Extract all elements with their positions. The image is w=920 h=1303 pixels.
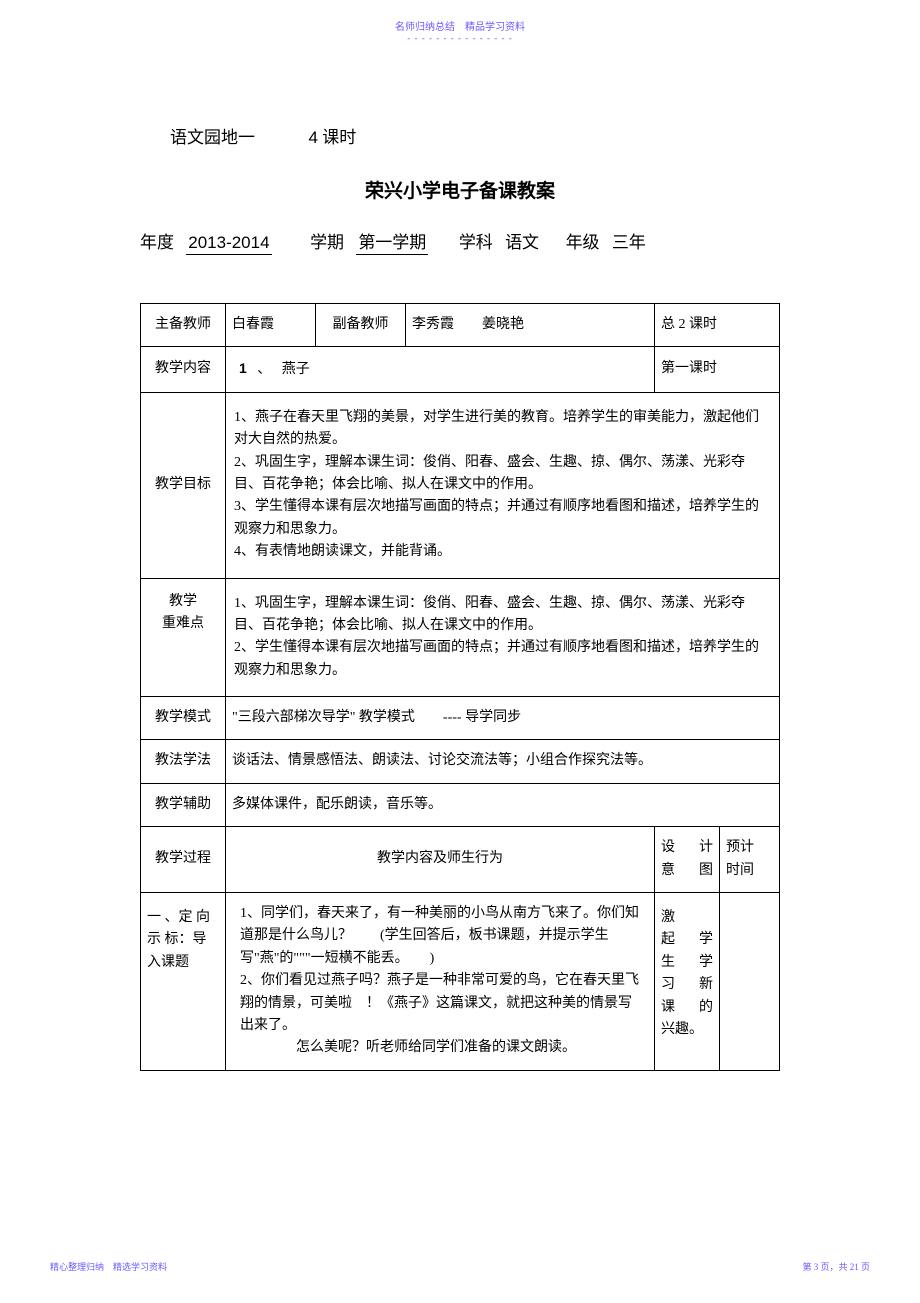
top-header: 名师归纳总结 精品学习资料 - - - - - - - - - - - - - …: [0, 0, 920, 43]
footer-right: 第 3 页，共 21 页: [802, 1260, 870, 1273]
cell-content-value: 1 、 燕子: [226, 347, 655, 392]
info-line: 年度 2013-2014 学期 第一学期 学科 语文 年级 三年: [140, 228, 780, 253]
cell-section-content: 1、同学们，春天来了，有一种美丽的小鸟从南方飞来了。你们知道那是什么鸟儿？ (学…: [226, 893, 655, 1071]
header-text2: 精品学习资料: [465, 22, 525, 33]
cell-objectives: 1、燕子在春天里飞翔的美景，对学生进行美的教育。培养学生的审美能力，激起他们对大…: [226, 392, 780, 578]
year-value: 2013-2014: [186, 233, 271, 255]
cell-content-label: 教学内容: [141, 347, 226, 392]
cell-sub-teacher-label: 副备教师: [316, 304, 406, 347]
lesson-table: 主备教师 白春霞 副备教师 李秀霞 姜晓艳 总 2 课时 教学内容 1 、 燕子…: [140, 303, 780, 1071]
pre-title-text: 课时: [318, 128, 356, 147]
cell-mode-label: 教学模式: [141, 697, 226, 740]
table-row: 教学辅助 多媒体课件，配乐朗读，音乐等。: [141, 783, 780, 826]
table-row: 教学 重难点 1、巩固生字，理解本课生词：俊俏、阳春、盛会、生趣、掠、偶尔、荡漾…: [141, 578, 780, 697]
cell-time-header: 预计 时间: [720, 827, 780, 893]
cell-design-header: 设计 意图: [655, 827, 720, 893]
cell-process-header: 教学内容及师生行为: [226, 827, 655, 893]
table-row: 教学模式 "三段六部梯次导学" 教学模式 ---- 导学同步: [141, 697, 780, 740]
footer-left-1: 精心整理归纳: [50, 1262, 104, 1272]
cell-objectives-label: 教学目标: [141, 392, 226, 578]
table-row: 教法学法 谈话法、情景感悟法、朗读法、讨论交流法等；小组合作探究法等。: [141, 740, 780, 783]
cell-main-teacher-label: 主备教师: [141, 304, 226, 347]
page-content: 语文园地一 4 课时 荣兴小学电子备课教案 年度 2013-2014 学期 第一…: [0, 43, 920, 1071]
table-row: 教学目标 1、燕子在春天里飞翔的美景，对学生进行美的教育。培养学生的审美能力，激…: [141, 392, 780, 578]
header-dashes: - - - - - - - - - - - - - - -: [0, 33, 920, 43]
semester-label: 学期: [310, 233, 344, 252]
subject-label: 学科: [459, 233, 493, 252]
cell-process-label: 教学过程: [141, 827, 226, 893]
cell-section-label: 一 、定 向 示 标：导入课题: [141, 893, 226, 1071]
cell-aid: 多媒体课件，配乐朗读，音乐等。: [226, 783, 780, 826]
footer-left-2: 精选学习资料: [113, 1262, 167, 1272]
cell-total-hours: 总 2 课时: [655, 304, 780, 347]
grade-value: 三年: [612, 233, 646, 252]
pre-title-line: 语文园地一 4 课时: [140, 123, 780, 148]
cell-method-label: 教法学法: [141, 740, 226, 783]
table-row: 教学内容 1 、 燕子 第一课时: [141, 347, 780, 392]
subject-value: 语文: [505, 233, 539, 252]
table-row: 一 、定 向 示 标：导入课题 1、同学们，春天来了，有一种美丽的小鸟从南方飞来…: [141, 893, 780, 1071]
cell-sub-teachers: 李秀霞 姜晓艳: [406, 304, 655, 347]
year-label: 年度: [140, 233, 174, 252]
table-row: 教学过程 教学内容及师生行为 设计 意图 预计 时间: [141, 827, 780, 893]
cell-section-design: 激 起学 生学 习新 课的 兴趣。: [655, 893, 720, 1071]
grade-label: 年级: [566, 233, 600, 252]
cell-main-teacher: 白春霞: [226, 304, 316, 347]
cell-method: 谈话法、情景感悟法、朗读法、讨论交流法等；小组合作探究法等。: [226, 740, 780, 783]
cell-mode: "三段六部梯次导学" 教学模式 ---- 导学同步: [226, 697, 780, 740]
pre-title-num: 4: [309, 128, 318, 147]
cell-keypoints-label: 教学 重难点: [141, 578, 226, 697]
cell-aid-label: 教学辅助: [141, 783, 226, 826]
cell-keypoints: 1、巩固生字，理解本课生词：俊俏、阳春、盛会、生趣、掠、偶尔、荡漾、光彩夺目、百…: [226, 578, 780, 697]
semester-value: 第一学期: [356, 233, 428, 255]
header-text1: 名师归纳总结: [395, 22, 455, 33]
main-title: 荣兴小学电子备课教案: [140, 176, 780, 203]
footer-left: 精心整理归纳 精选学习资料: [50, 1260, 167, 1273]
cell-lesson-num: 第一课时: [655, 347, 780, 392]
pre-title-part1: 语文园地一: [170, 128, 255, 147]
table-row: 主备教师 白春霞 副备教师 李秀霞 姜晓艳 总 2 课时: [141, 304, 780, 347]
